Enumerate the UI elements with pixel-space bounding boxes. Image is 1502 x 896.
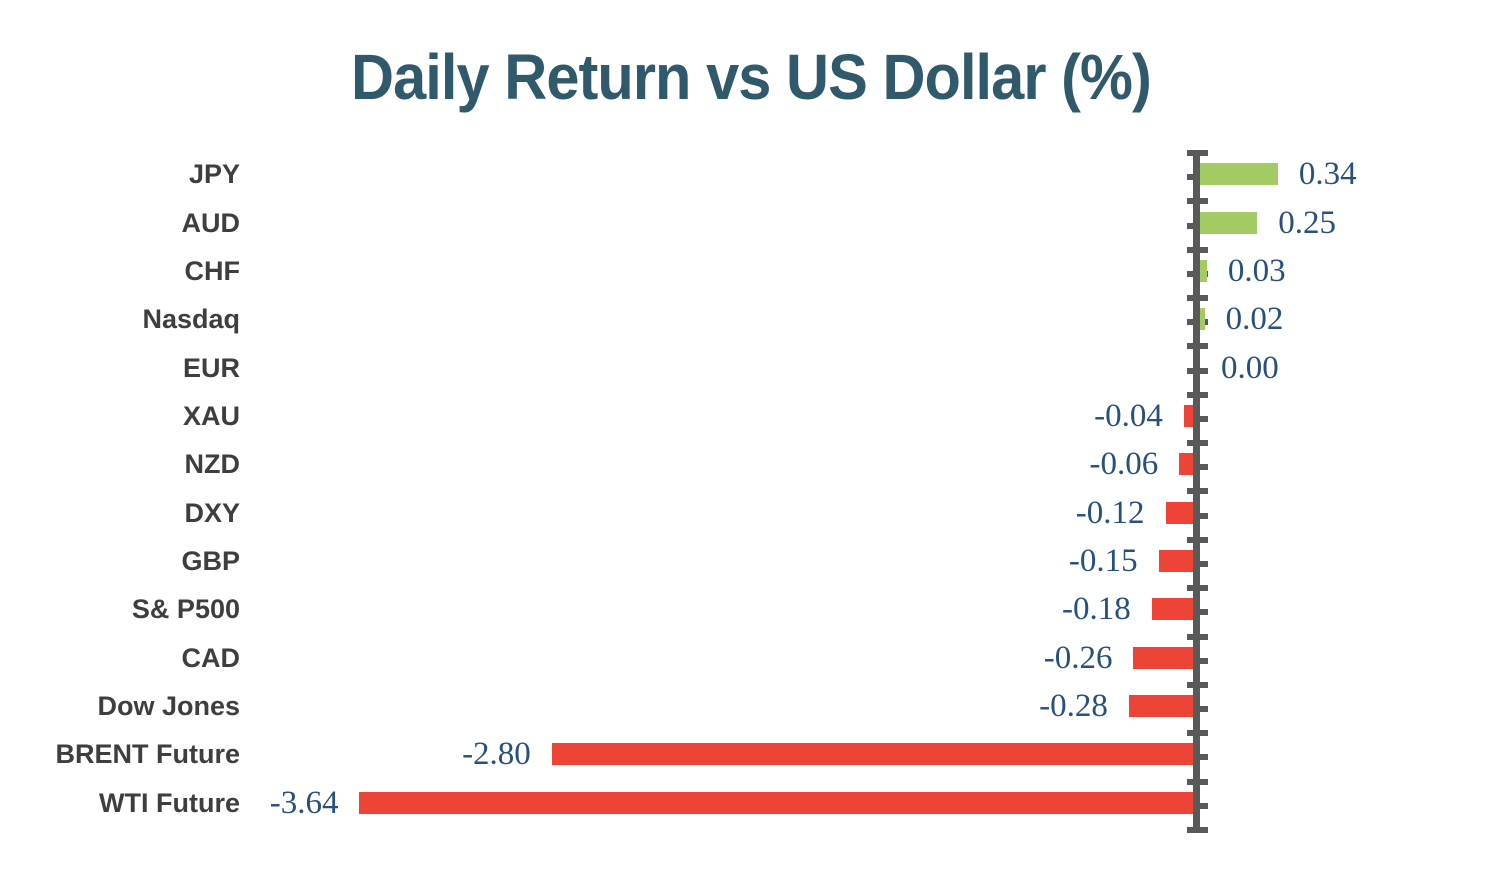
value-label-dow-jones: -0.28 [1039,688,1108,725]
category-label-aud: AUD [181,207,241,238]
category-label-gbp: GBP [181,545,240,576]
positive-bar-jpy [1200,163,1278,186]
category-label-s-p500: S& P500 [131,594,240,625]
category-label-dxy: DXY [184,497,240,528]
value-label-wti-future: -3.64 [269,784,339,821]
negative-bar-dxy [1165,501,1193,524]
value-label-cad: -0.26 [1043,639,1113,676]
category-label-brent-future: BRENT Future [55,739,241,770]
category-label-cad: CAD [181,642,241,673]
value-label-xau: -0.04 [1094,397,1163,434]
category-label-wti-future: WTI Future [99,787,240,818]
positive-bar-aud [1200,211,1258,234]
value-label-chf: 0.03 [1227,252,1286,289]
zero-axis-line [1193,150,1200,827]
negative-bar-brent-future [551,743,1193,766]
category-label-nasdaq: Nasdaq [142,304,240,335]
negative-bar-dow-jones [1128,695,1193,718]
negative-bar-wti-future [359,791,1193,814]
category-label-dow-jones: Dow Jones [97,691,240,722]
value-label-nzd: -0.06 [1089,446,1159,483]
negative-bar-gbp [1158,549,1193,572]
negative-bar-cad [1133,646,1193,669]
chart-title: Daily Return vs US Dollar (%) [351,41,1152,113]
category-label-nzd: NZD [184,449,241,480]
value-label-gbp: -0.15 [1068,542,1138,579]
value-label-nasdaq: 0.02 [1225,301,1284,338]
value-label-dxy: -0.12 [1075,494,1145,531]
category-label-xau: XAU [182,400,240,431]
axis-tick [1187,826,1208,833]
negative-bar-nzd [1179,453,1193,476]
category-label-jpy: JPY [188,159,240,190]
value-label-brent-future: -2.80 [462,736,531,773]
value-label-jpy: 0.34 [1298,156,1357,193]
positive-bar-nasdaq [1200,308,1205,331]
negative-bar-s-p500 [1151,598,1193,621]
value-label-s-p500: -0.18 [1062,591,1131,628]
category-label-eur: EUR [182,352,240,383]
negative-bar-xau [1183,404,1193,427]
value-label-aud: 0.25 [1278,204,1336,241]
category-label-chf: CHF [184,255,241,286]
positive-bar-chf [1200,259,1207,282]
value-label-eur: 0.00 [1221,349,1279,386]
